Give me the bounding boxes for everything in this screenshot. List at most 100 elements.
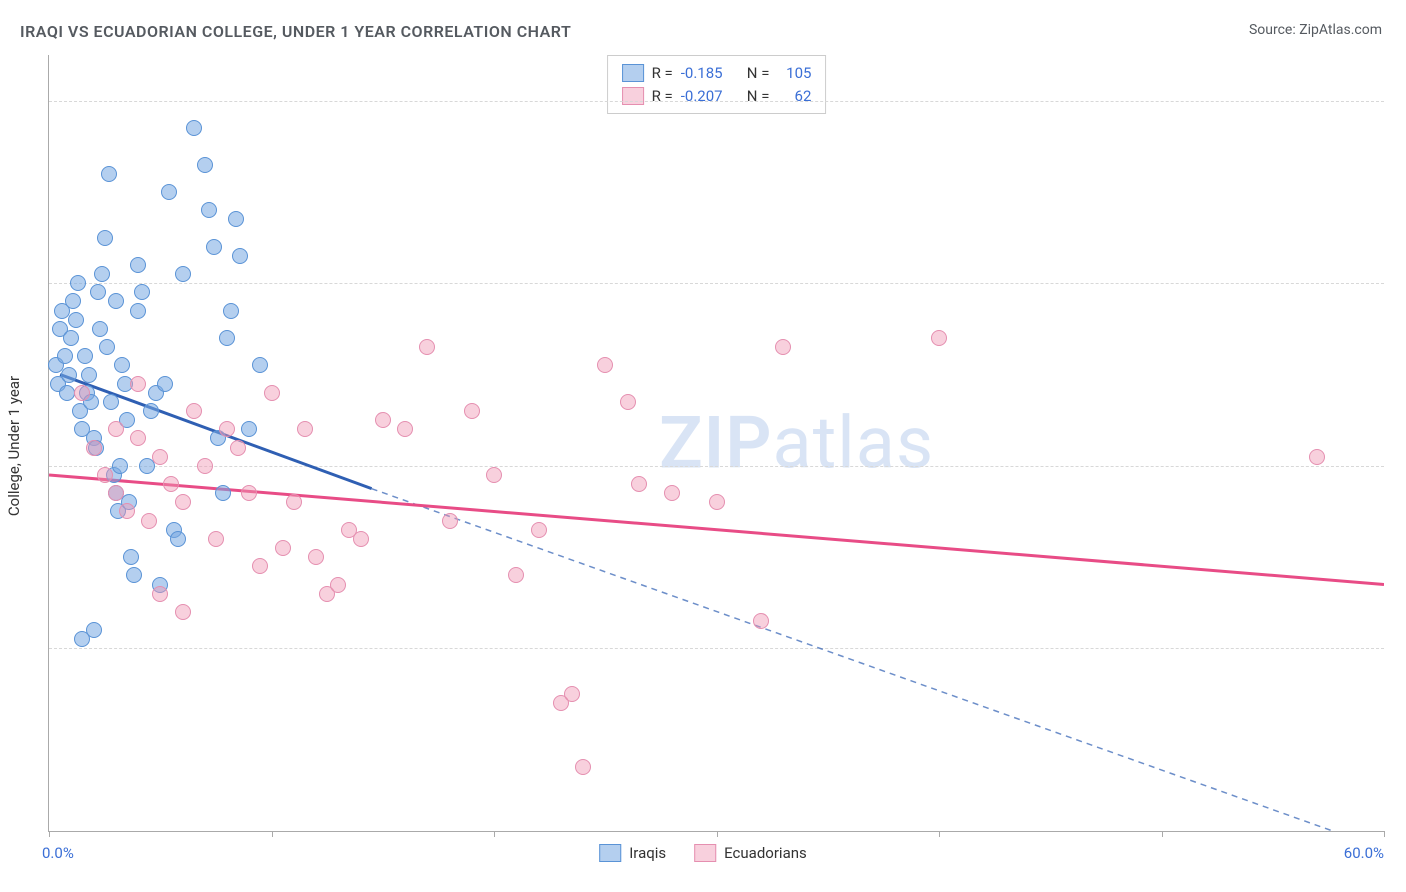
- data-point: [114, 357, 130, 373]
- data-point: [175, 266, 191, 282]
- data-point: [143, 403, 159, 419]
- data-point: [397, 421, 413, 437]
- data-point: [108, 421, 124, 437]
- legend-n-label: N =: [747, 85, 770, 108]
- data-point: [620, 394, 636, 410]
- data-point: [123, 549, 139, 565]
- data-point: [59, 385, 75, 401]
- data-point: [61, 367, 77, 383]
- data-point: [241, 421, 257, 437]
- data-point: [108, 485, 124, 501]
- data-point: [81, 367, 97, 383]
- data-point: [297, 421, 313, 437]
- legend-label: Iraqis: [629, 844, 666, 862]
- y-tick-label: 100.0%: [1394, 92, 1406, 110]
- legend-n-value: 62: [777, 85, 811, 108]
- data-point: [130, 303, 146, 319]
- legend-item: Ecuadorians: [694, 844, 807, 862]
- data-point: [252, 558, 268, 574]
- data-point: [219, 421, 235, 437]
- data-point: [175, 494, 191, 510]
- data-point: [130, 257, 146, 273]
- data-point: [330, 577, 346, 593]
- source-link[interactable]: ZipAtlas.com: [1299, 22, 1382, 38]
- data-point: [308, 549, 324, 565]
- legend-item: Iraqis: [599, 844, 666, 862]
- data-point: [228, 211, 244, 227]
- data-point: [486, 467, 502, 483]
- data-point: [631, 476, 647, 492]
- data-point: [130, 430, 146, 446]
- data-point: [353, 531, 369, 547]
- watermark-bold: ZIP: [659, 401, 772, 486]
- legend-swatch: [622, 64, 644, 82]
- data-point: [664, 485, 680, 501]
- data-point: [152, 449, 168, 465]
- data-point: [63, 330, 79, 346]
- data-point: [219, 330, 235, 346]
- data-point: [375, 412, 391, 428]
- data-point: [215, 485, 231, 501]
- data-point: [931, 330, 947, 346]
- gridline: [49, 466, 1384, 467]
- data-point: [65, 293, 81, 309]
- data-point: [597, 357, 613, 373]
- data-point: [442, 513, 458, 529]
- source-attribution: Source: ZipAtlas.com: [1249, 22, 1382, 38]
- series-legend: Iraqis Ecuadorians: [599, 844, 807, 862]
- data-point: [99, 339, 115, 355]
- legend-row: R = -0.207 N = 62: [622, 85, 812, 108]
- x-tick: [49, 831, 50, 837]
- data-point: [419, 339, 435, 355]
- data-point: [197, 458, 213, 474]
- legend-swatch: [622, 87, 644, 105]
- legend-swatch: [599, 844, 621, 862]
- data-point: [157, 376, 173, 392]
- legend-r-label: R =: [652, 85, 673, 108]
- data-point: [230, 440, 246, 456]
- data-point: [186, 120, 202, 136]
- data-point: [264, 385, 280, 401]
- y-tick-label: 60.0%: [1394, 457, 1406, 475]
- data-point: [112, 458, 128, 474]
- x-tick: [1162, 831, 1163, 837]
- data-point: [170, 531, 186, 547]
- gridline: [49, 283, 1384, 284]
- data-point: [275, 540, 291, 556]
- x-tick: [717, 831, 718, 837]
- legend-r-value: -0.185: [681, 62, 739, 85]
- data-point: [70, 275, 86, 291]
- data-point: [77, 348, 93, 364]
- data-point: [508, 567, 524, 583]
- data-point: [57, 348, 73, 364]
- legend-n-value: 105: [777, 62, 811, 85]
- data-point: [1309, 449, 1325, 465]
- x-tick: [939, 831, 940, 837]
- data-point: [223, 303, 239, 319]
- legend-label: Ecuadorians: [724, 844, 807, 862]
- data-point: [163, 476, 179, 492]
- data-point: [152, 586, 168, 602]
- data-point: [74, 631, 90, 647]
- data-point: [208, 531, 224, 547]
- legend-n-label: N =: [747, 62, 770, 85]
- data-point: [134, 284, 150, 300]
- data-point: [161, 184, 177, 200]
- data-point: [97, 230, 113, 246]
- legend-swatch: [694, 844, 716, 862]
- data-point: [175, 604, 191, 620]
- x-axis-min-label: 0.0%: [42, 844, 74, 862]
- data-point: [775, 339, 791, 355]
- data-point: [206, 239, 222, 255]
- plot-area: ZIPatlas R =-0.185N =105R =-0.207N =62 4…: [48, 55, 1384, 832]
- data-point: [126, 567, 142, 583]
- data-point: [141, 513, 157, 529]
- data-point: [531, 522, 547, 538]
- x-axis-max-label: 60.0%: [1344, 844, 1384, 862]
- data-point: [103, 394, 119, 410]
- legend-r-value: -0.207: [681, 85, 739, 108]
- data-point: [97, 467, 113, 483]
- source-prefix: Source:: [1249, 22, 1299, 38]
- data-point: [108, 293, 124, 309]
- data-point: [575, 759, 591, 775]
